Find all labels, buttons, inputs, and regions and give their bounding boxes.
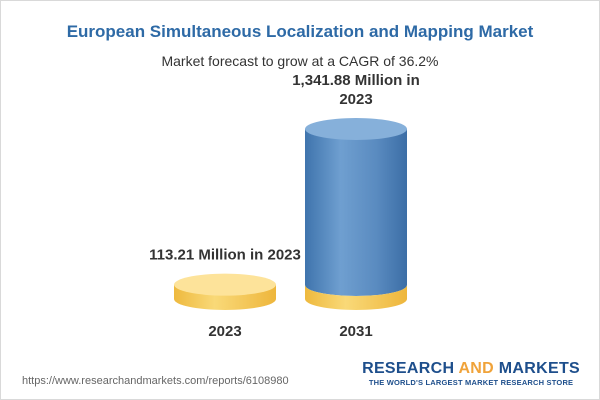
labels-group: 2023 113.21 Million in 2023 2031 1,341.88 M… [149, 72, 420, 340]
brand-name-left: RESEARCH [362, 360, 459, 377]
brand-name-and: AND [458, 360, 495, 377]
bar-2023-top [174, 273, 276, 296]
data-label-2023: 113.21 Million in 2023 [149, 247, 301, 264]
brand-tagline: THE WORLD'S LARGEST MARKET RESEARCH STOR… [368, 378, 574, 387]
chart-subtitle: Market forecast to grow at a CAGR of 36.… [161, 53, 439, 69]
category-label-2031: 2031 [339, 323, 372, 340]
bar-2031-top [305, 118, 407, 140]
bars-group [174, 118, 407, 310]
brand-logo: RESEARCH AND MARKETS THE WORLD'S LARGEST… [362, 360, 580, 388]
bar-2031-body [305, 129, 407, 296]
source-url: https://www.researchandmarkets.com/repor… [22, 375, 289, 387]
brand-name-right: MARKETS [494, 360, 580, 377]
data-label-2031: 1,341.88 Million in 2023 [292, 72, 420, 108]
brand-name: RESEARCH AND MARKETS [362, 360, 580, 378]
bar-2031-base-band [305, 285, 407, 310]
category-label-2023: 2023 [208, 323, 241, 340]
chart-title: European Simultaneous Localization and M… [66, 22, 534, 41]
